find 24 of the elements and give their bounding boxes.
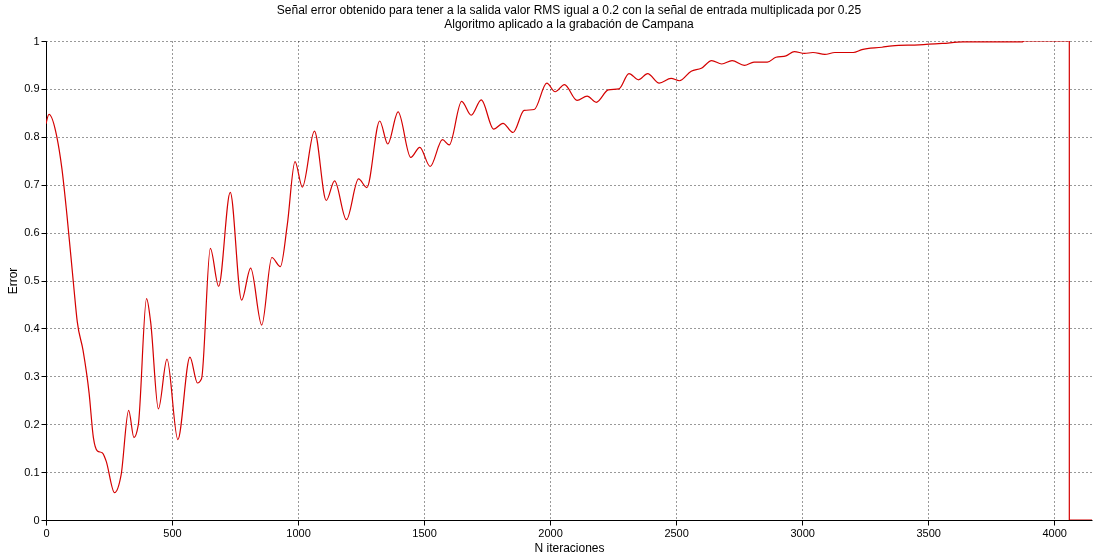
y-tick-label: 1 xyxy=(33,34,40,47)
chart-title: Señal error obtenido para tener a la salida valor RMS igual a 0.2 con la señal de entrada multiplicada por 0.25 xyxy=(276,3,862,17)
y-tick-label: 0.6 xyxy=(24,226,40,239)
chart-subtitle: Algoritmo aplicado a la grabación de Campana xyxy=(444,17,695,31)
y-tick-label: 0.5 xyxy=(24,274,40,286)
x-tick-label: 2000 xyxy=(538,526,563,539)
y-tick-label: 0.8 xyxy=(24,130,40,143)
y-tick-label: 0.3 xyxy=(24,369,40,382)
y-tick-label: 0.9 xyxy=(24,82,40,95)
y-tick-label: 0.2 xyxy=(24,417,40,430)
x-tick-label: 4000 xyxy=(1042,526,1067,539)
x-tick-label: 2500 xyxy=(664,526,689,539)
x-tick-label: 0 xyxy=(43,526,50,539)
x-tick-label: 1500 xyxy=(412,526,437,539)
y-tick-label: 0.4 xyxy=(24,321,40,334)
x-tick-label: 500 xyxy=(163,526,182,539)
x-tick-label: 3500 xyxy=(916,526,941,539)
y-axis-title: Error xyxy=(6,267,21,295)
x-axis-title: N iteraciones xyxy=(534,540,605,555)
y-tick-label: 0.7 xyxy=(24,178,40,191)
x-tick-label: 1000 xyxy=(286,526,311,539)
y-tick-label: 0 xyxy=(33,513,40,526)
x-tick-label: 3000 xyxy=(790,526,815,539)
y-tick-label: 0.1 xyxy=(24,465,40,478)
